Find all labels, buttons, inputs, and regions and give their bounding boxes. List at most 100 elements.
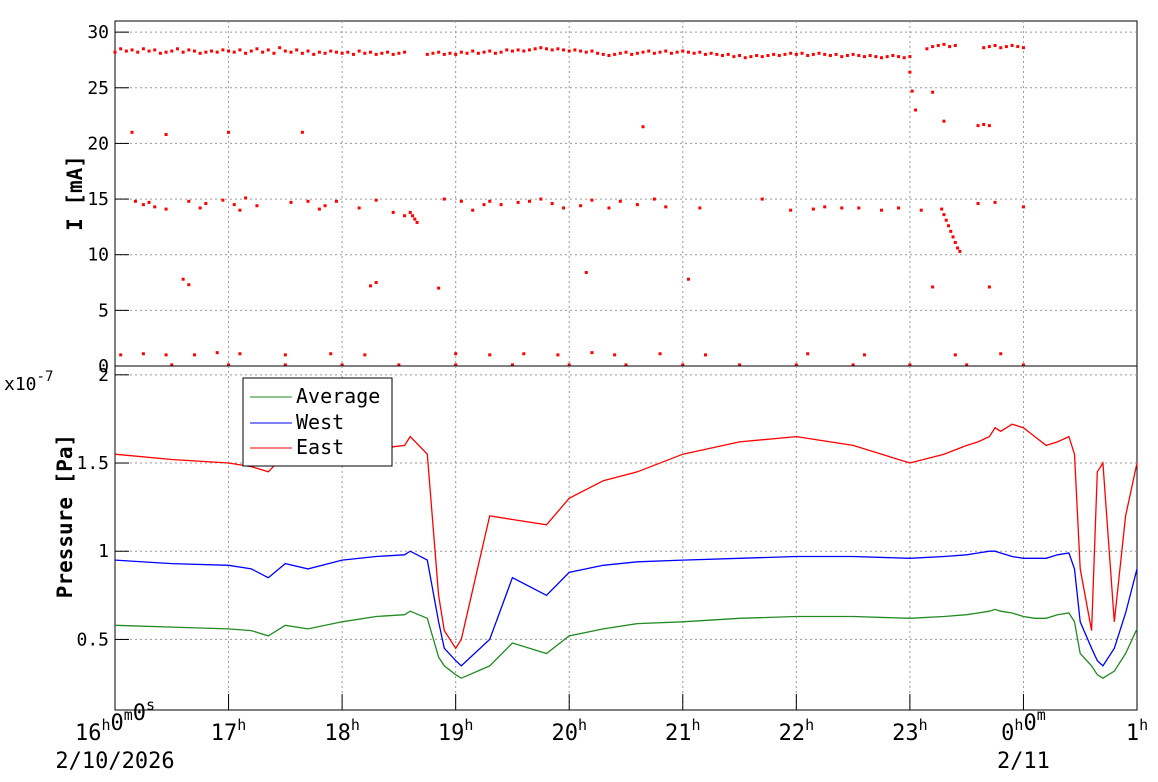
time-tick-value: 20	[551, 721, 578, 746]
current-data-point	[624, 50, 628, 54]
time-tick-unit: m	[124, 706, 133, 724]
current-data-point	[958, 249, 962, 253]
current-data-point	[840, 55, 844, 59]
time-tick-value: 0	[1023, 711, 1036, 736]
current-data-point	[278, 46, 282, 50]
current-data-point	[391, 52, 395, 56]
current-data-point	[510, 49, 514, 53]
current-data-point	[956, 246, 960, 250]
time-tick-unit: h	[351, 716, 360, 734]
current-data-point	[652, 197, 656, 201]
current-data-point	[772, 52, 776, 56]
current-data-point	[590, 49, 594, 53]
legend-label-west: West	[296, 410, 344, 434]
current-data-point	[658, 352, 662, 356]
current-data-point	[329, 352, 333, 356]
current-data-point	[749, 55, 753, 59]
current-y-tick-label: 20	[87, 133, 109, 154]
current-data-point	[857, 54, 861, 57]
current-data-point	[1021, 363, 1025, 367]
current-data-point	[550, 202, 554, 206]
current-data-point	[931, 285, 935, 289]
time-tick-value: 1	[1126, 721, 1139, 746]
current-data-point	[403, 214, 407, 218]
current-data-point	[437, 286, 441, 290]
current-data-point	[641, 125, 645, 129]
current-data-point	[215, 351, 219, 355]
pressure-series-average	[114, 608, 1138, 679]
current-data-point	[806, 352, 810, 356]
current-data-point	[363, 51, 367, 55]
current-data-point	[522, 352, 526, 356]
current-data-point	[153, 205, 157, 209]
current-data-point	[607, 54, 611, 57]
current-data-point	[851, 363, 855, 367]
time-tick-label: 20h	[551, 716, 587, 746]
current-data-point	[550, 48, 554, 52]
legend: Average West East	[242, 377, 393, 467]
current-data-point	[300, 51, 304, 55]
current-data-point	[931, 45, 935, 49]
current-data-point	[204, 202, 208, 206]
current-data-point	[789, 51, 793, 55]
time-tick-label: 23h	[892, 716, 928, 746]
current-data-point	[386, 50, 390, 54]
time-tick-unit: h	[1139, 716, 1148, 734]
current-data-point	[601, 52, 605, 56]
current-data-point	[738, 54, 742, 57]
current-data-point	[170, 49, 174, 53]
current-data-point	[283, 353, 287, 357]
current-data-point	[539, 197, 543, 201]
current-data-point	[630, 52, 634, 56]
time-tick-value: 18	[324, 721, 351, 746]
current-data-point	[454, 52, 458, 56]
current-data-point	[755, 54, 759, 57]
pressure-panel: 0.5 1 1.5 2	[76, 365, 1138, 711]
current-data-point	[403, 50, 407, 54]
current-data-point	[1010, 43, 1014, 47]
current-data-point	[374, 52, 378, 56]
time-tick-unit: h	[578, 716, 587, 734]
current-data-point	[834, 52, 838, 56]
current-data-point	[198, 206, 202, 210]
current-data-point	[527, 199, 531, 203]
current-data-point	[669, 51, 673, 55]
current-data-point	[942, 119, 946, 123]
current-data-point	[380, 51, 384, 55]
current-data-point	[823, 205, 827, 209]
current-data-point	[442, 52, 446, 56]
current-data-point	[982, 46, 986, 50]
current-data-point	[164, 353, 168, 357]
time-tick-label: 16h0m0s	[75, 696, 155, 746]
current-data-point	[124, 49, 128, 53]
current-data-point	[596, 51, 600, 55]
current-data-point	[482, 203, 486, 207]
current-data-point	[499, 50, 503, 54]
current-data-point	[471, 49, 475, 53]
pressure-y-tick-label: 1.5	[76, 453, 109, 474]
current-data-point	[283, 49, 287, 53]
pressure-y-tick-label: 1	[98, 541, 109, 562]
current-data-point	[164, 50, 168, 54]
current-data-point	[340, 51, 344, 55]
current-data-point	[170, 363, 174, 367]
current-data-point	[244, 196, 248, 200]
current-data-point	[306, 49, 310, 53]
current-data-point	[411, 214, 415, 218]
time-tick-unit: h	[919, 716, 928, 734]
current-data-point	[993, 200, 997, 204]
time-tick-label: 22h	[779, 716, 815, 746]
current-data-point	[408, 210, 412, 214]
time-tick-value: 16	[75, 721, 102, 746]
current-data-point	[635, 203, 639, 207]
current-plot-frame	[114, 20, 1138, 367]
current-data-point	[482, 50, 486, 54]
current-data-point	[238, 352, 242, 356]
current-data-point	[925, 47, 929, 51]
current-data-point	[948, 45, 952, 49]
pressure-y-tick-label: 0.5	[76, 629, 109, 650]
current-data-point	[454, 352, 458, 356]
current-data-point	[940, 207, 944, 211]
time-tick-value: 0	[1001, 721, 1014, 746]
